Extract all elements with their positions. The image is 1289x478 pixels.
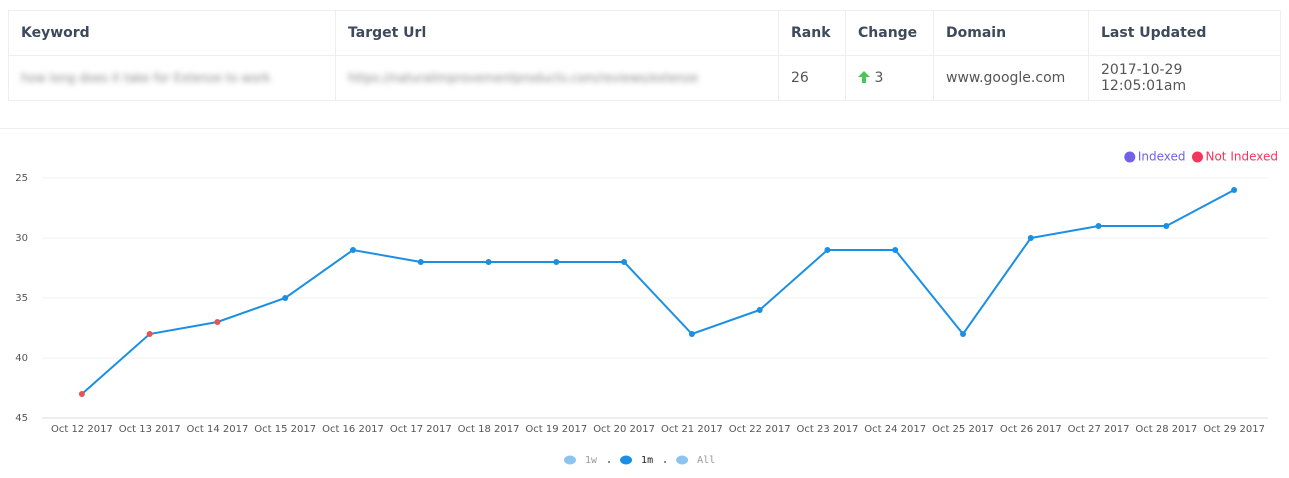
- cell: www.google.com: [933, 55, 1089, 101]
- range-button[interactable]: 1w: [585, 455, 598, 466]
- cell: how long does it take for Extenze to wor…: [8, 55, 336, 101]
- x-tick-label: Oct 29 2017: [1203, 424, 1265, 435]
- x-tick-label: Oct 16 2017: [322, 424, 384, 435]
- point: [824, 247, 831, 253]
- separator-dot: [664, 461, 667, 463]
- range-icon: [676, 455, 689, 465]
- x-tick-label: Oct 24 2017: [864, 424, 926, 435]
- x-tick-label: Oct 28 2017: [1135, 424, 1197, 435]
- point: [146, 331, 153, 337]
- x-tick-label: Oct 20 2017: [593, 424, 655, 435]
- y-tick-label: 40: [15, 353, 28, 364]
- keyword-table: Keyword Target Url Rank Change Domain La…: [8, 10, 1281, 101]
- x-tick-label: Oct 25 2017: [932, 424, 994, 435]
- up-arrow: [858, 71, 870, 83]
- cell: 26: [778, 55, 846, 101]
- header: Change: [845, 10, 934, 56]
- x-tick-label: Oct 26 2017: [1000, 424, 1062, 435]
- range-button[interactable]: All: [697, 455, 715, 466]
- point: [892, 247, 899, 253]
- point: [960, 331, 966, 337]
- x-tick-label: Oct 12 2017: [51, 424, 113, 435]
- range-icon: [620, 455, 633, 465]
- x-tick-label: Oct 27 2017: [1068, 424, 1130, 435]
- point: [78, 391, 85, 397]
- x-tick-label: Oct 15 2017: [254, 424, 316, 435]
- point: [214, 319, 221, 325]
- point: [756, 307, 763, 313]
- x-tick-label: Oct 22 2017: [729, 424, 791, 435]
- y-tick-label: 25: [15, 173, 28, 184]
- point: [1163, 223, 1170, 229]
- point: [417, 259, 424, 265]
- x-tick-label: Oct 17 2017: [390, 424, 452, 435]
- cell: 3: [845, 55, 934, 101]
- y-tick-label: 35: [15, 293, 28, 304]
- separator-dot: [608, 461, 611, 463]
- line: [81, 189, 1235, 395]
- x-tick-label: Oct 19 2017: [525, 424, 587, 435]
- range-icon: [564, 455, 576, 465]
- change-value: 3: [874, 70, 884, 86]
- point: [1027, 235, 1034, 241]
- header: Rank: [778, 10, 846, 56]
- y-tick-label: 45: [15, 413, 28, 424]
- x-tick-label: Oct 14 2017: [187, 424, 249, 435]
- header-row: Keyword Target Url Rank Change Domain La…: [8, 10, 1281, 56]
- data-row: how long does it take for Extenze to wor…: [8, 55, 1281, 101]
- cell: https://naturalimprovementproducts.com/r…: [335, 55, 779, 101]
- x-tick-label: Oct 23 2017: [797, 424, 859, 435]
- y-tick-label: 30: [15, 233, 28, 244]
- header: Target Url: [335, 10, 779, 56]
- legend-dot: [1191, 151, 1203, 163]
- point: [350, 247, 356, 253]
- legend-dot: [1124, 151, 1136, 163]
- x-tick-label: Oct 21 2017: [661, 424, 723, 435]
- range-button[interactable]: 1m: [641, 455, 653, 466]
- legend-label: Not Indexed: [1205, 150, 1278, 164]
- legend-label: Indexed: [1138, 150, 1186, 164]
- point: [1231, 187, 1238, 193]
- point: [553, 259, 560, 265]
- point: [282, 295, 289, 301]
- cell: 2017-10-29 12:05:01am: [1088, 55, 1281, 101]
- x-tick-label: Oct 18 2017: [458, 424, 520, 435]
- point: [485, 259, 492, 265]
- point: [621, 259, 628, 265]
- separator: [0, 128, 1289, 129]
- point: [1095, 223, 1102, 229]
- header: Last Updated: [1088, 10, 1281, 56]
- header: Domain: [933, 10, 1089, 56]
- point: [688, 331, 695, 337]
- x-tick-label: Oct 13 2017: [119, 424, 181, 435]
- header: Keyword: [8, 10, 336, 56]
